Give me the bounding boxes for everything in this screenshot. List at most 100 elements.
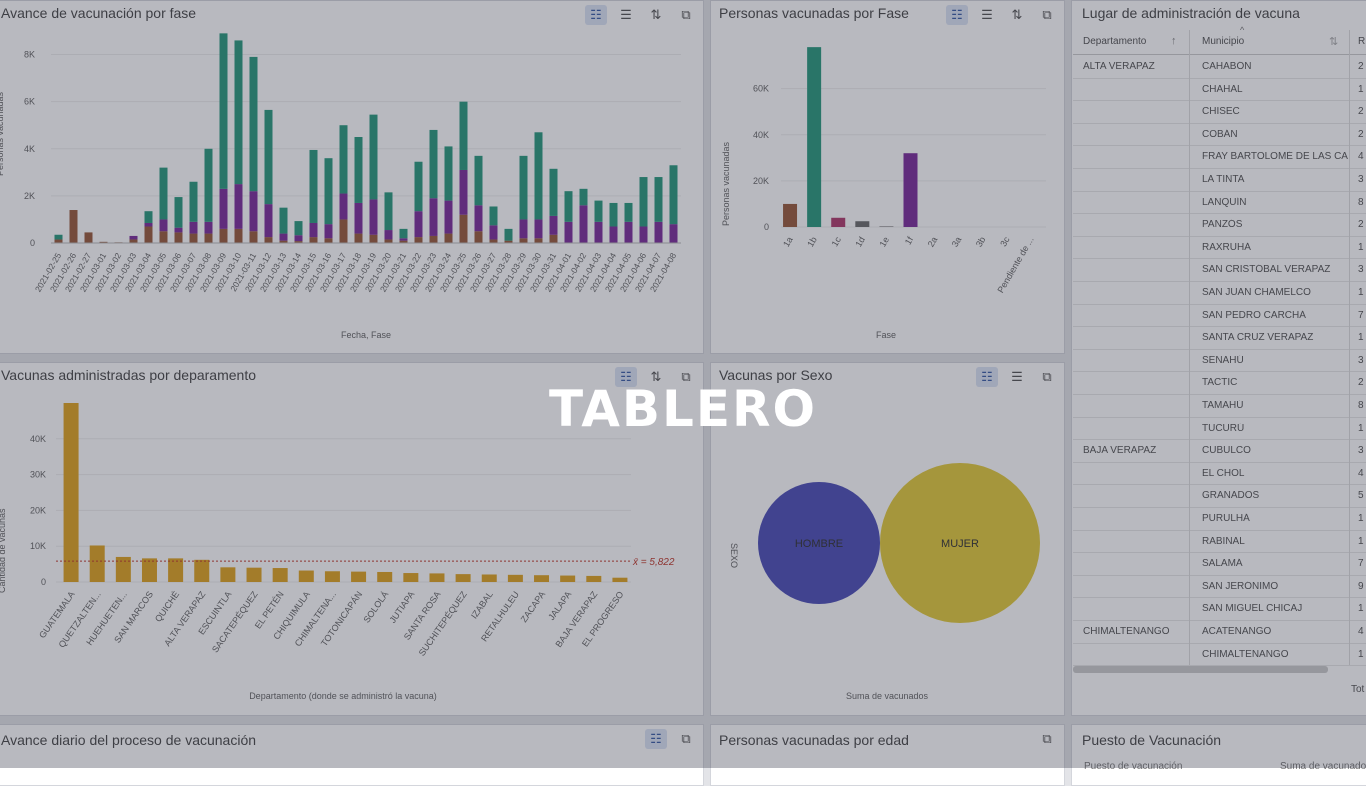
cell-valor: 2 [1358,61,1364,72]
table-row[interactable]: FRAY BARTOLOMÉ DE LAS CA 4 [1073,145,1366,169]
cell-municipio: CHISEC [1202,106,1240,118]
header-r[interactable]: R [1358,36,1366,47]
bar-segment [429,198,438,236]
table-row[interactable]: PANZÓS 2 [1073,213,1366,237]
table-row[interactable]: SAN PEDRO CARCHÁ 7 [1073,304,1366,328]
cell-valor: 2 [1358,128,1364,140]
table-row[interactable]: SANTA CRUZ VERAPAZ 1 [1073,326,1366,350]
overlay-title: TABLERO [548,380,818,438]
table-row[interactable]: PURULHÁ 1 [1073,507,1366,531]
bubble [880,463,1040,623]
chart-switch-icon[interactable]: ☷ [976,367,998,387]
chart-switch-icon[interactable]: ☷ [946,5,968,25]
chart-switch-icon[interactable]: ☷ [615,367,637,387]
table-row[interactable]: SAN MIGUEL CHICAJ 1 [1073,597,1366,621]
maximize-icon[interactable]: ⧉ [681,7,691,22]
cell-valor: 5 [1358,490,1364,502]
average-label: x̄ = 5,822 [632,557,675,568]
bar-segment [444,233,453,243]
header-puesto[interactable]: Puesto de vacunación [1084,761,1183,772]
x-axis-label: Fecha, Fase [341,330,391,340]
table-row[interactable]: EL CHOL 4 [1073,462,1366,486]
legend-list-icon[interactable]: ☰ [1011,369,1023,384]
bar-segment [294,235,303,242]
table-row[interactable]: SAN CRISTÓBAL VERAPAZ 3 [1073,258,1366,282]
bar-segment [564,191,573,222]
cell-valor: 1 [1358,332,1364,344]
table-row[interactable]: CHAHAL 1 [1073,78,1366,102]
table-row[interactable]: SAN JERÓNIMO 9 [1073,575,1366,599]
table-row[interactable]: CHISEC 2 [1073,100,1366,124]
bar-segment [129,239,138,243]
chart-switch-icon[interactable]: ☷ [645,729,667,749]
table-row[interactable]: RAXRUHÁ 1 [1073,236,1366,260]
bubble [758,482,880,604]
table-row[interactable]: LANQUÍN 8 [1073,191,1366,215]
bar [481,574,497,582]
chart-switch-icon[interactable]: ☷ [585,5,607,25]
bar-segment [174,197,183,228]
maximize-icon[interactable]: ⧉ [681,731,691,746]
bar-segment [534,219,543,239]
chart-sexo: SEXO HOMBRE MUJER Suma de vacunados [729,463,1040,701]
horizontal-scrollbar[interactable] [1073,666,1328,673]
scroll-up-icon[interactable]: ^ [1240,25,1245,35]
x-tick-label: 1a [781,235,795,249]
cell-valor: 1 [1358,241,1364,253]
maximize-icon[interactable]: ⧉ [681,369,691,384]
y-axis-label: Personas vacunadas [721,141,731,226]
cell-municipio: RABINAL [1202,535,1245,547]
table-row[interactable]: SENAHÚ 3 [1073,349,1366,373]
sort-icon[interactable]: ⇅ [650,369,662,384]
header-suma[interactable]: Suma de vacunado [1280,761,1366,772]
bar-segment [414,161,423,212]
table-row[interactable]: TAMAHÚ 8 [1073,394,1366,418]
bar-segment [234,40,243,185]
table-row[interactable]: ALTA VERAPAZ CAHABÓN 2 [1073,55,1366,79]
bar-segment [174,232,183,243]
table-row[interactable]: SALAMÁ 7 [1073,552,1366,576]
bar-segment [654,177,663,222]
cell-departamento: BAJA VERAPAZ [1083,445,1157,457]
sort-icon[interactable]: ⇅ [1329,36,1339,48]
cell-valor: 1 [1358,535,1364,547]
table-row[interactable]: BAJA VERAPAZ CUBULCO 3 [1073,439,1366,463]
maximize-icon[interactable]: ⧉ [1042,369,1052,384]
bar-segment [549,168,558,216]
header-departamento[interactable]: Departamento [1083,36,1147,47]
bar [612,577,628,582]
legend-list-icon[interactable]: ☰ [981,7,993,22]
table-row[interactable]: RABINAL 1 [1073,530,1366,554]
table-row[interactable]: TUCURÚ 1 [1073,417,1366,441]
legend-list-icon[interactable]: ☰ [620,7,632,22]
sort-asc-icon[interactable]: ↑ [1171,35,1177,47]
bar-segment [564,221,573,243]
table-row[interactable]: COBÁN 2 [1073,123,1366,147]
cell-departamento: ALTA VERAPAZ [1083,61,1155,72]
column-divider [1349,30,1350,665]
table-row[interactable]: TACTIC 2 [1073,371,1366,395]
bar-segment [474,155,483,206]
header-municipio[interactable]: Municipio [1202,36,1245,47]
bar-segment [519,238,528,243]
bar [89,545,105,582]
sort-icon[interactable]: ⇅ [650,7,662,22]
cell-municipio: PANZÓS [1202,219,1243,231]
table-row[interactable]: LA TINTA 3 [1073,168,1366,192]
bar-segment [489,206,498,226]
bar-segment [444,200,453,234]
y-tick-label: 20K [30,505,46,515]
panel-title: Avance diario del proceso de vacunación [1,732,257,748]
maximize-icon[interactable]: ⧉ [1042,731,1052,746]
table-row[interactable]: CHIMALTENANGO 1 [1073,643,1366,667]
bar-segment [534,132,543,220]
bar-segment [369,199,378,235]
bar-segment [324,238,333,243]
modal-overlay[interactable] [0,0,1366,768]
cell-valor: 1 [1358,287,1364,298]
maximize-icon[interactable]: ⧉ [1042,7,1052,22]
table-row[interactable]: GRANADOS 5 [1073,484,1366,508]
sort-icon[interactable]: ⇅ [1011,7,1023,22]
table-row[interactable]: SAN JUAN CHAMELCO 1 [1073,281,1366,305]
table-row[interactable]: CHIMALTENANGO ACATENANGO 4 [1073,620,1366,644]
